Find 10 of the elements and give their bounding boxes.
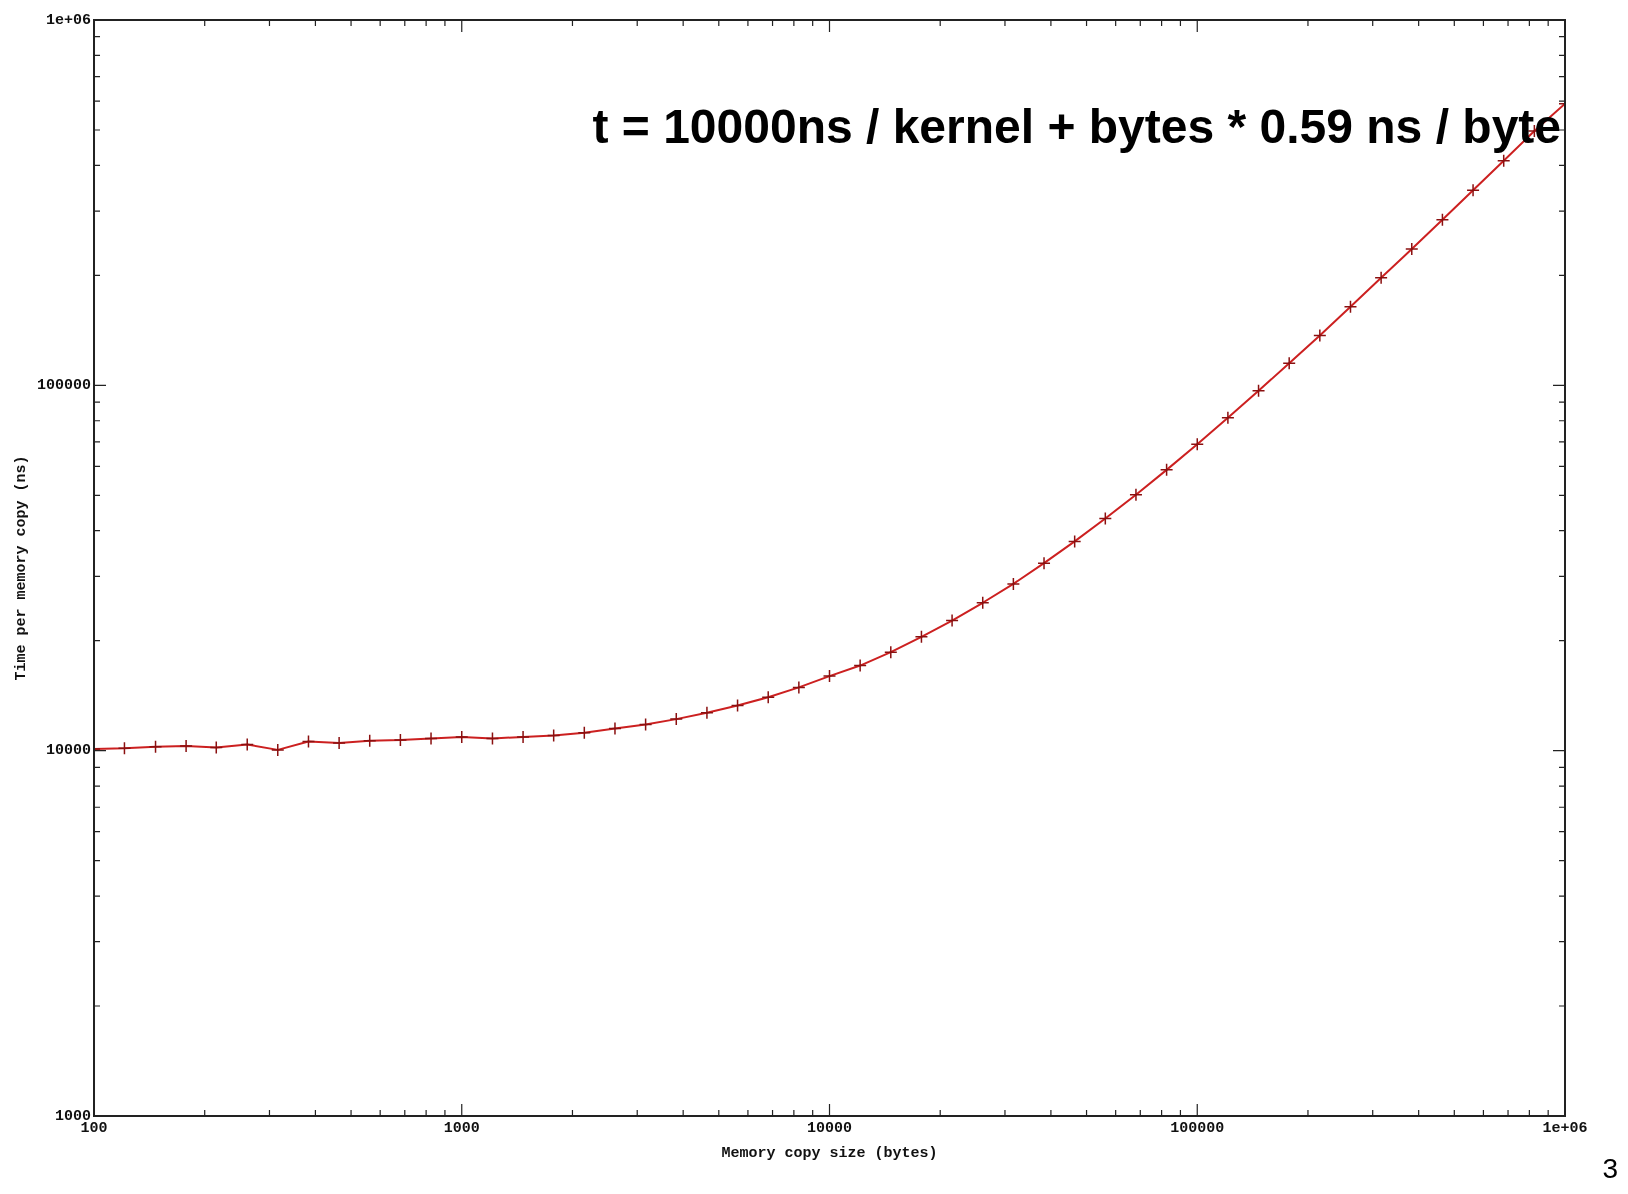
text: 3 xyxy=(1602,1152,1618,1184)
x-tick-label: 10000 xyxy=(807,1119,853,1137)
y-tick-label: 100000 xyxy=(36,377,92,395)
x-tick-label: 1000 xyxy=(443,1119,480,1137)
y-axis-title: Time per memory copy (ns) xyxy=(12,455,30,681)
y-tick-label: 1e+06 xyxy=(45,11,92,29)
x-axis-title: Memory copy size (bytes) xyxy=(721,1144,938,1162)
x-tick-label: 1e+06 xyxy=(1542,1119,1588,1137)
x-tick-label: 100000 xyxy=(1170,1119,1225,1137)
y-tick-label: 10000 xyxy=(45,742,92,760)
